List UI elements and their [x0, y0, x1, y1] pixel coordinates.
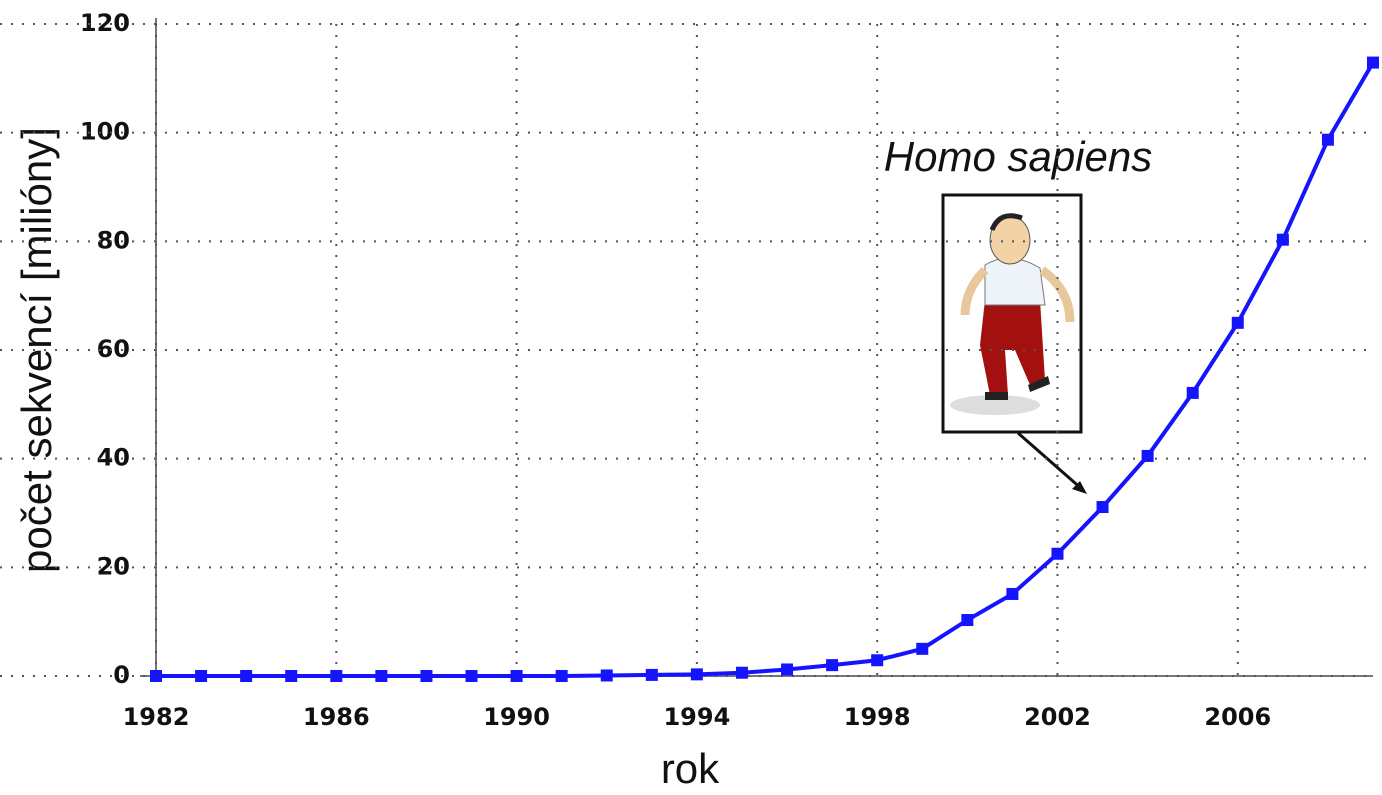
- marker: [1051, 548, 1063, 560]
- marker: [285, 670, 297, 682]
- marker: [330, 670, 342, 682]
- chart: Homo sapiens počet sekvencí [milióny] ro…: [0, 0, 1382, 795]
- y-tick-label: 20: [97, 552, 130, 580]
- x-tick-label: 1998: [844, 703, 911, 731]
- marker: [466, 670, 478, 682]
- marker: [736, 667, 748, 679]
- marker: [1232, 317, 1244, 329]
- marker: [646, 669, 658, 681]
- x-tick-label: 2002: [1024, 703, 1091, 731]
- marker: [1367, 57, 1379, 69]
- marker: [601, 669, 613, 681]
- marker: [826, 659, 838, 671]
- annotation-image: [943, 195, 1081, 432]
- marker: [691, 668, 703, 680]
- marker: [1187, 387, 1199, 399]
- marker: [1006, 588, 1018, 600]
- marker: [150, 670, 162, 682]
- marker: [375, 670, 387, 682]
- x-tick-label: 1990: [483, 703, 550, 731]
- marker: [1097, 501, 1109, 513]
- x-tick-label: 1994: [663, 703, 730, 731]
- marker: [240, 670, 252, 682]
- marker: [1322, 134, 1334, 146]
- x-tick-label: 1982: [123, 703, 190, 731]
- x-tick-label: 2006: [1204, 703, 1271, 731]
- x-axis-label: rok: [661, 745, 720, 792]
- marker: [961, 614, 973, 626]
- marker: [1142, 450, 1154, 462]
- marker: [556, 670, 568, 682]
- marker: [1277, 234, 1289, 246]
- marker: [511, 670, 523, 682]
- marker: [916, 643, 928, 655]
- y-tick-label: 60: [97, 335, 130, 363]
- marker: [871, 654, 883, 666]
- y-tick-label: 40: [97, 444, 130, 472]
- y-tick-label: 80: [97, 226, 130, 254]
- line: [156, 63, 1373, 676]
- marker: [781, 663, 793, 675]
- annotation: Homo sapiens: [884, 133, 1152, 180]
- marker: [420, 670, 432, 682]
- annotation-arrow: [1018, 433, 1083, 490]
- y-axis-label: počet sekvencí [milióny]: [13, 127, 60, 573]
- marker: [195, 670, 207, 682]
- x-tick-label: 1986: [303, 703, 370, 731]
